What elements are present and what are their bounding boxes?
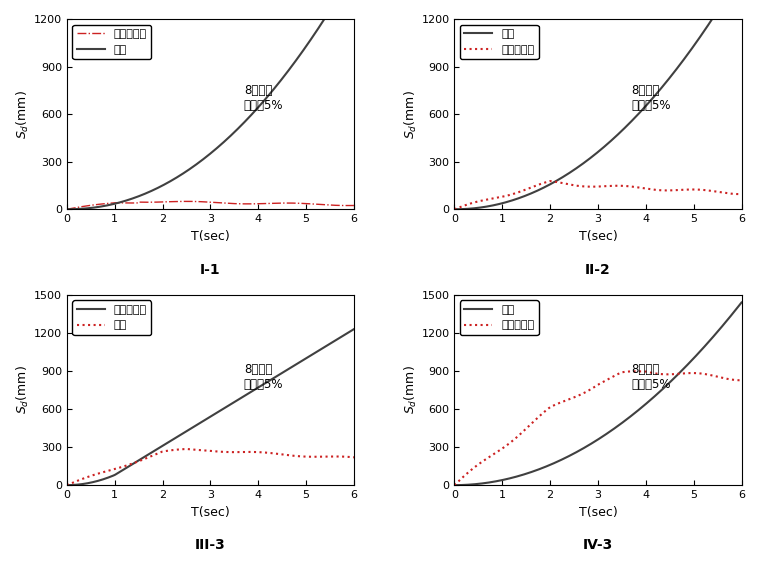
- 转换: [586, 154, 595, 161]
- 转换: [737, 299, 746, 306]
- 转换: [199, 447, 208, 454]
- 转换: [605, 139, 614, 145]
- Line: 位移谱均值: 位移谱均值: [454, 371, 742, 485]
- 位移谱均值: [201, 198, 210, 205]
- 位移谱均值: [686, 370, 695, 377]
- 位移谱均值: [298, 200, 307, 207]
- Line: 转换: 转换: [454, 0, 742, 209]
- 转换: [218, 449, 227, 455]
- 位移谱均值: [218, 200, 227, 206]
- 转换: [298, 453, 307, 460]
- 位移谱均值: [605, 375, 614, 382]
- Text: II-2: II-2: [585, 263, 611, 276]
- 位移谱均值: [234, 200, 243, 207]
- 位移谱均值: [631, 368, 640, 374]
- Y-axis label: $S_d$(mm): $S_d$(mm): [15, 365, 31, 414]
- 转换: [450, 482, 459, 488]
- X-axis label: T(sec): T(sec): [191, 230, 230, 243]
- X-axis label: T(sec): T(sec): [191, 506, 230, 519]
- 位移谱均值: [588, 385, 597, 392]
- 位移谱均值: [730, 377, 739, 384]
- Line: 转换: 转换: [454, 303, 742, 485]
- X-axis label: T(sec): T(sec): [578, 506, 617, 519]
- 位移谱均值: [606, 182, 615, 189]
- 转换: [350, 454, 359, 461]
- Line: 转换: 转换: [67, 449, 354, 485]
- Y-axis label: $S_d$(mm): $S_d$(mm): [15, 89, 31, 139]
- 位移谱均值: [730, 190, 739, 197]
- 转换: [586, 441, 595, 447]
- 位移谱均值: [350, 325, 359, 332]
- 转换: [201, 154, 210, 161]
- Line: 转换: 转换: [67, 0, 354, 209]
- 位移谱均值: [588, 184, 597, 190]
- Legend: 转换, 位移谱均值: 转换, 位移谱均值: [460, 25, 539, 59]
- X-axis label: T(sec): T(sec): [578, 230, 617, 243]
- Y-axis label: $S_d$(mm): $S_d$(mm): [403, 365, 419, 414]
- 位移谱均值: [62, 482, 71, 488]
- Text: I-1: I-1: [200, 263, 220, 276]
- 位移谱均值: [737, 191, 746, 198]
- 位移谱均值: [587, 184, 596, 190]
- 位移谱均值: [622, 182, 631, 189]
- 位移谱均值: [217, 406, 226, 413]
- 位移谱均值: [199, 198, 208, 205]
- 位移谱均值: [198, 418, 207, 425]
- 位移谱均值: [298, 357, 307, 364]
- 转换: [201, 447, 210, 454]
- Text: IV-3: IV-3: [583, 539, 613, 552]
- 位移谱均值: [182, 198, 191, 205]
- 位移谱均值: [686, 186, 695, 193]
- 位移谱均值: [62, 206, 71, 213]
- 位移谱均值: [233, 397, 242, 404]
- 转换: [621, 124, 630, 131]
- 转换: [686, 359, 695, 366]
- Line: 位移谱均值: 位移谱均值: [454, 181, 742, 209]
- 位移谱均值: [350, 202, 359, 209]
- 位移谱均值: [201, 417, 210, 424]
- 转换: [234, 449, 243, 455]
- Y-axis label: $S_d$(mm): $S_d$(mm): [403, 89, 419, 139]
- Text: III-3: III-3: [195, 539, 226, 552]
- 转换: [621, 417, 630, 424]
- Text: 8度罕遇
阻尼比5%: 8度罕遇 阻尼比5%: [244, 363, 283, 392]
- 转换: [233, 125, 242, 132]
- 转换: [588, 439, 597, 446]
- 位移谱均值: [450, 206, 459, 213]
- Legend: 转换, 位移谱均值: 转换, 位移谱均值: [460, 300, 539, 335]
- 转换: [182, 446, 191, 453]
- 转换: [217, 140, 226, 147]
- 转换: [730, 308, 739, 315]
- 位移谱均值: [586, 386, 595, 393]
- 位移谱均值: [343, 202, 352, 209]
- 位移谱均值: [737, 377, 746, 384]
- 转换: [62, 206, 71, 213]
- Text: 8度罕遇
阻尼比5%: 8度罕遇 阻尼比5%: [632, 84, 671, 112]
- 位移谱均值: [621, 368, 630, 375]
- Text: 8度罕遇
阻尼比5%: 8度罕遇 阻尼比5%: [244, 84, 283, 112]
- 位移谱均值: [343, 330, 352, 337]
- 转换: [343, 453, 352, 460]
- 位移谱均值: [450, 482, 459, 488]
- Line: 位移谱均值: 位移谱均值: [67, 329, 354, 485]
- 转换: [198, 156, 207, 162]
- 转换: [686, 48, 695, 55]
- 转换: [605, 428, 614, 435]
- 位移谱均值: [546, 178, 555, 185]
- Text: 8度罕遇
阻尼比5%: 8度罕遇 阻尼比5%: [632, 363, 671, 392]
- Legend: 位移谱均值, 转换: 位移谱均值, 转换: [72, 300, 151, 335]
- 转换: [588, 153, 597, 160]
- Legend: 位移谱均值, 转换: 位移谱均值, 转换: [72, 25, 151, 59]
- 转换: [298, 48, 307, 55]
- 转换: [62, 482, 71, 488]
- Line: 位移谱均值: 位移谱均值: [67, 201, 354, 209]
- 转换: [450, 206, 459, 213]
